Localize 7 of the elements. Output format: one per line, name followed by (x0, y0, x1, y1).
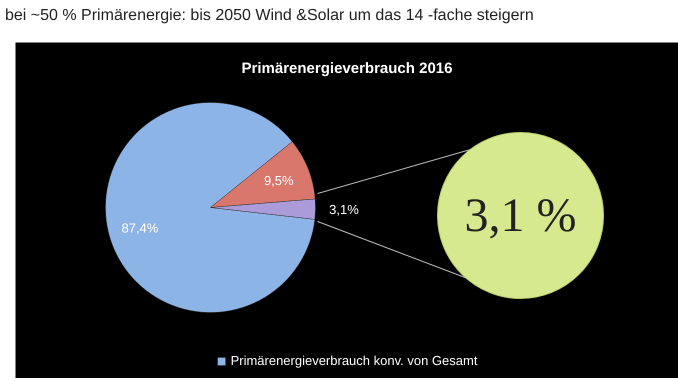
text: bei ~50 % Primärenergie: bis 2050 Wind &Solar um das 14 -fache steigern (5, 6, 534, 26)
data-label: 9,5% (264, 172, 294, 188)
legend-label: Primärenergieverbrauch konv. von Gesamt (230, 353, 478, 368)
data-label: 87,4% (121, 220, 159, 236)
data-label: 3,1% (329, 202, 360, 217)
chart-title: Primärenergieverbrauch 2016 (242, 60, 452, 77)
text: 3,1 % (464, 189, 576, 242)
